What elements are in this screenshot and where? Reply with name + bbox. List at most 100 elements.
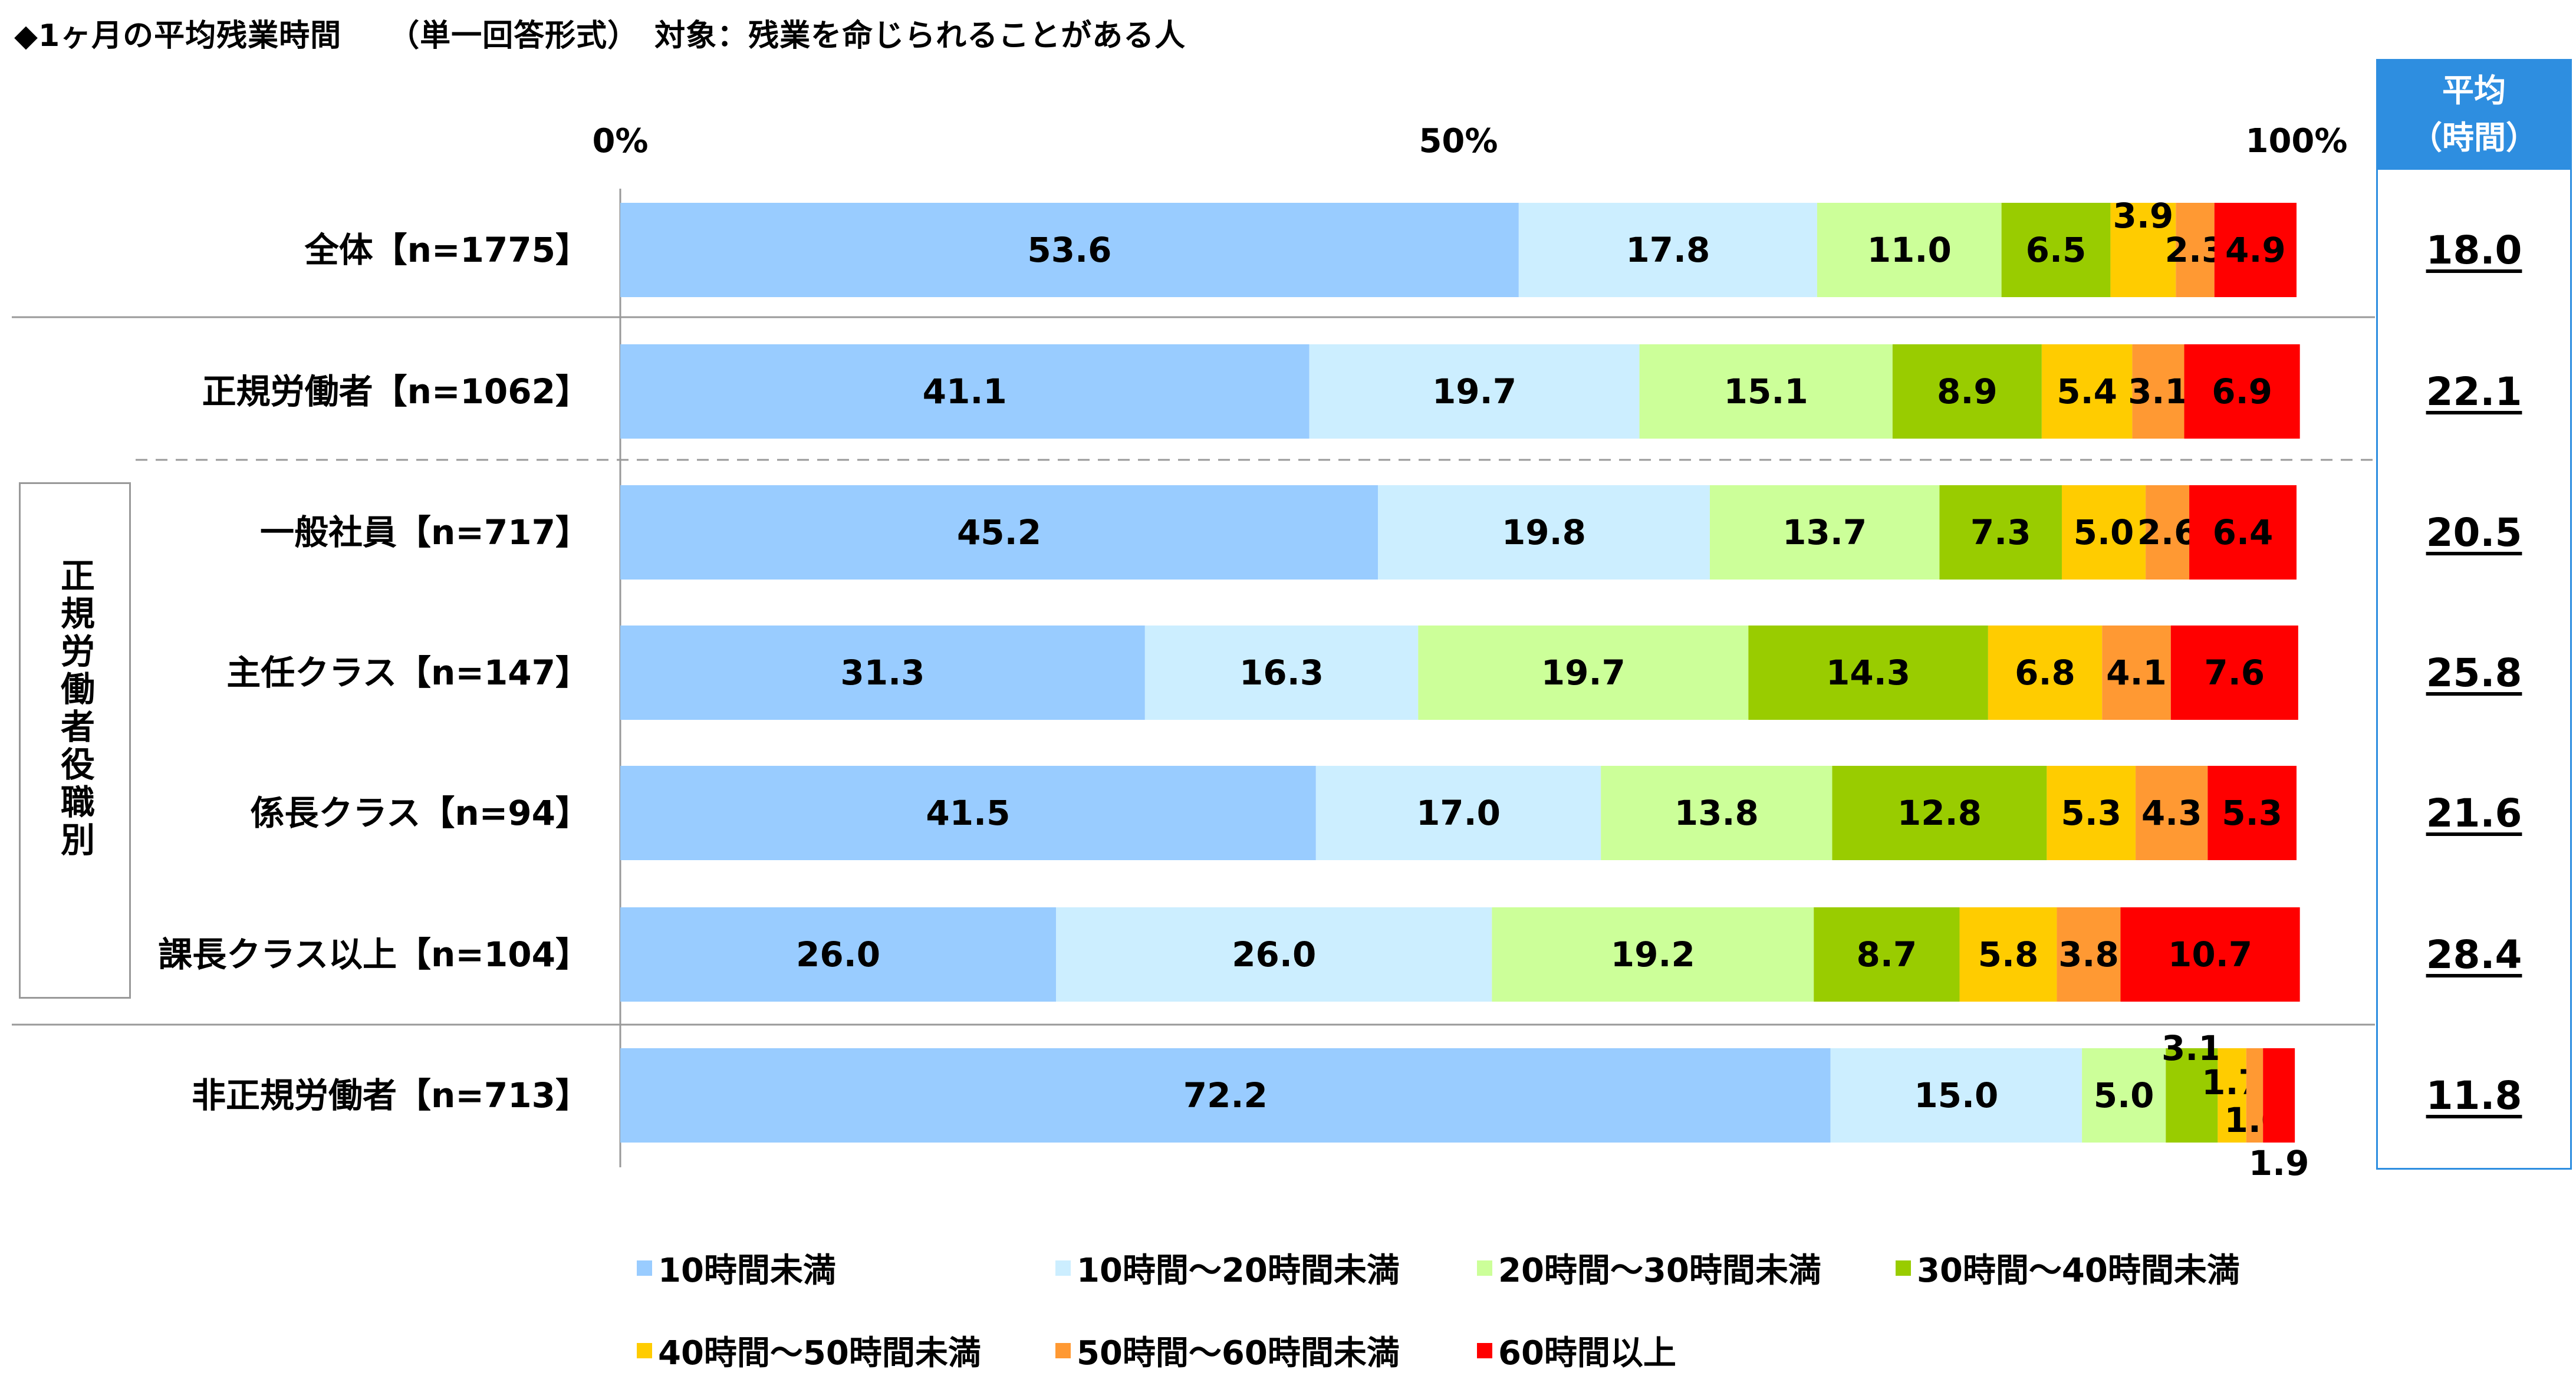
- bar-segment: [2001, 203, 2111, 297]
- data-label: 10.7: [2168, 934, 2252, 975]
- category-label: 正規労働者【n=1062】: [202, 371, 590, 412]
- data-label: 16.3: [1239, 653, 1324, 693]
- data-label: 17.8: [1626, 230, 1710, 270]
- legend-label: 30時間～40時間未満: [1917, 1252, 2240, 1290]
- data-label: 2.6: [2137, 512, 2198, 552]
- average-value: 28.4: [2426, 932, 2522, 977]
- bar-segment: [2263, 1048, 2295, 1143]
- bar-segment: [2082, 1048, 2166, 1143]
- bar-segment: [2189, 485, 2297, 580]
- data-label: 4.9: [2225, 230, 2286, 270]
- bar-segment: [2136, 766, 2208, 860]
- legend-swatch: [637, 1342, 652, 1358]
- legend-item: 60時間以上: [1477, 1326, 1676, 1374]
- data-label: 12.8: [1897, 793, 1982, 833]
- bar-segment: [2132, 344, 2184, 439]
- data-label: 17.0: [1416, 793, 1501, 833]
- data-label: 3.1: [2162, 1028, 2222, 1068]
- bar-segment: [1492, 907, 1814, 1002]
- legend-label: 40時間～50時間未満: [658, 1334, 981, 1372]
- chart-title: ◆1ヶ月の平均残業時間 （単一回答形式） 対象：残業を命じられることがある人: [14, 18, 1186, 54]
- data-label: 1.9: [2249, 1143, 2309, 1183]
- data-label: 6.4: [2213, 512, 2274, 552]
- bar-segment: [2057, 907, 2121, 1002]
- data-label: 5.8: [1978, 934, 2039, 975]
- average-header-line2: （時間）: [2410, 119, 2538, 156]
- bar-segment: [620, 203, 1519, 297]
- bar-segment: [1892, 344, 2042, 439]
- bar-segment: [1709, 485, 1940, 580]
- data-label: 3.8: [2058, 934, 2119, 975]
- bar-segment: [1832, 766, 2047, 860]
- x-tick-label: 0%: [592, 122, 648, 160]
- data-label: 8.7: [1857, 934, 1917, 975]
- bar-segment: [1639, 344, 1893, 439]
- bar-segment: [2184, 344, 2300, 439]
- average-value: 22.1: [2426, 369, 2522, 414]
- category-label: 非正規労働者【n=713】: [192, 1075, 590, 1115]
- bar-segment: [1814, 907, 1960, 1002]
- average-value: 25.8: [2426, 650, 2522, 696]
- legend-swatch: [1055, 1342, 1071, 1358]
- bar-segment: [1959, 907, 2057, 1002]
- data-label: 7.6: [2204, 653, 2265, 693]
- bar-segment: [1601, 766, 1833, 860]
- data-label: 13.7: [1782, 512, 1867, 552]
- data-label: 26.0: [796, 934, 880, 975]
- legend-item: 40時間～50時間未満: [637, 1326, 981, 1374]
- data-label: 8.9: [1937, 371, 1998, 412]
- data-label: 5.3: [2222, 793, 2282, 833]
- data-label: 53.6: [1027, 230, 1111, 270]
- category-label: 課長クラス以上【n=104】: [158, 934, 590, 975]
- data-label: 6.5: [2026, 230, 2087, 270]
- average-value: 11.8: [2426, 1073, 2522, 1118]
- legend-item: 30時間～40時間未満: [1896, 1244, 2240, 1292]
- legend-label: 10時間～20時間未満: [1077, 1252, 1400, 1290]
- legend-label: 10時間未満: [658, 1252, 836, 1290]
- data-label: 19.2: [1611, 934, 1695, 975]
- bar-segment: [2110, 203, 2176, 297]
- data-label: 19.8: [1502, 512, 1586, 552]
- bar-segment: [2120, 907, 2300, 1002]
- average-column: [2376, 170, 2572, 1170]
- data-label: 11.0: [1867, 230, 1952, 270]
- data-label: 41.1: [923, 371, 1007, 412]
- bar-segment: [2102, 626, 2171, 720]
- legend-item: 10時間～20時間未満: [1055, 1244, 1400, 1292]
- bar-segment: [1309, 344, 1640, 439]
- bar-segment: [2170, 626, 2298, 720]
- category-label: 全体【n=1775】: [304, 230, 590, 270]
- average-value: 18.0: [2426, 228, 2522, 273]
- bar-segment: [1378, 485, 1710, 580]
- x-tick-label: 50%: [1419, 122, 1498, 160]
- data-label: 14.3: [1826, 653, 1910, 693]
- data-label: 72.2: [1183, 1075, 1268, 1115]
- bar-segment: [620, 626, 1145, 720]
- bar-segment: [2146, 485, 2190, 580]
- bar-segment: [2176, 203, 2215, 297]
- data-label: 19.7: [1432, 371, 1516, 412]
- legend-label: 60時間以上: [1498, 1334, 1676, 1372]
- average-header-line1: 平均: [2442, 72, 2506, 109]
- group-bracket: [19, 482, 131, 999]
- bar-segment: [2214, 203, 2297, 297]
- bar-segment: [620, 907, 1057, 1002]
- data-label: 7.3: [1970, 512, 2031, 552]
- average-value: 20.5: [2426, 510, 2522, 555]
- legend-item: 50時間～60時間未満: [1055, 1326, 1400, 1374]
- data-label: 3.9: [2113, 196, 2173, 236]
- category-label: 主任クラス【n=147】: [226, 653, 590, 693]
- legend-item: 10時間未満: [637, 1244, 836, 1292]
- data-label: 4.3: [2141, 793, 2202, 833]
- data-label: 3.1: [2128, 371, 2189, 412]
- data-label: 31.3: [840, 653, 925, 693]
- data-label: 5.4: [2057, 371, 2117, 412]
- x-tick-label: 100%: [2245, 122, 2347, 160]
- legend-swatch: [1055, 1260, 1071, 1276]
- category-label: 一般社員【n=717】: [260, 512, 590, 552]
- bar-segment: [1830, 1048, 2082, 1143]
- data-label: 6.9: [2212, 371, 2272, 412]
- data-label: 15.0: [1914, 1075, 1998, 1115]
- bar-segment: [1939, 485, 2062, 580]
